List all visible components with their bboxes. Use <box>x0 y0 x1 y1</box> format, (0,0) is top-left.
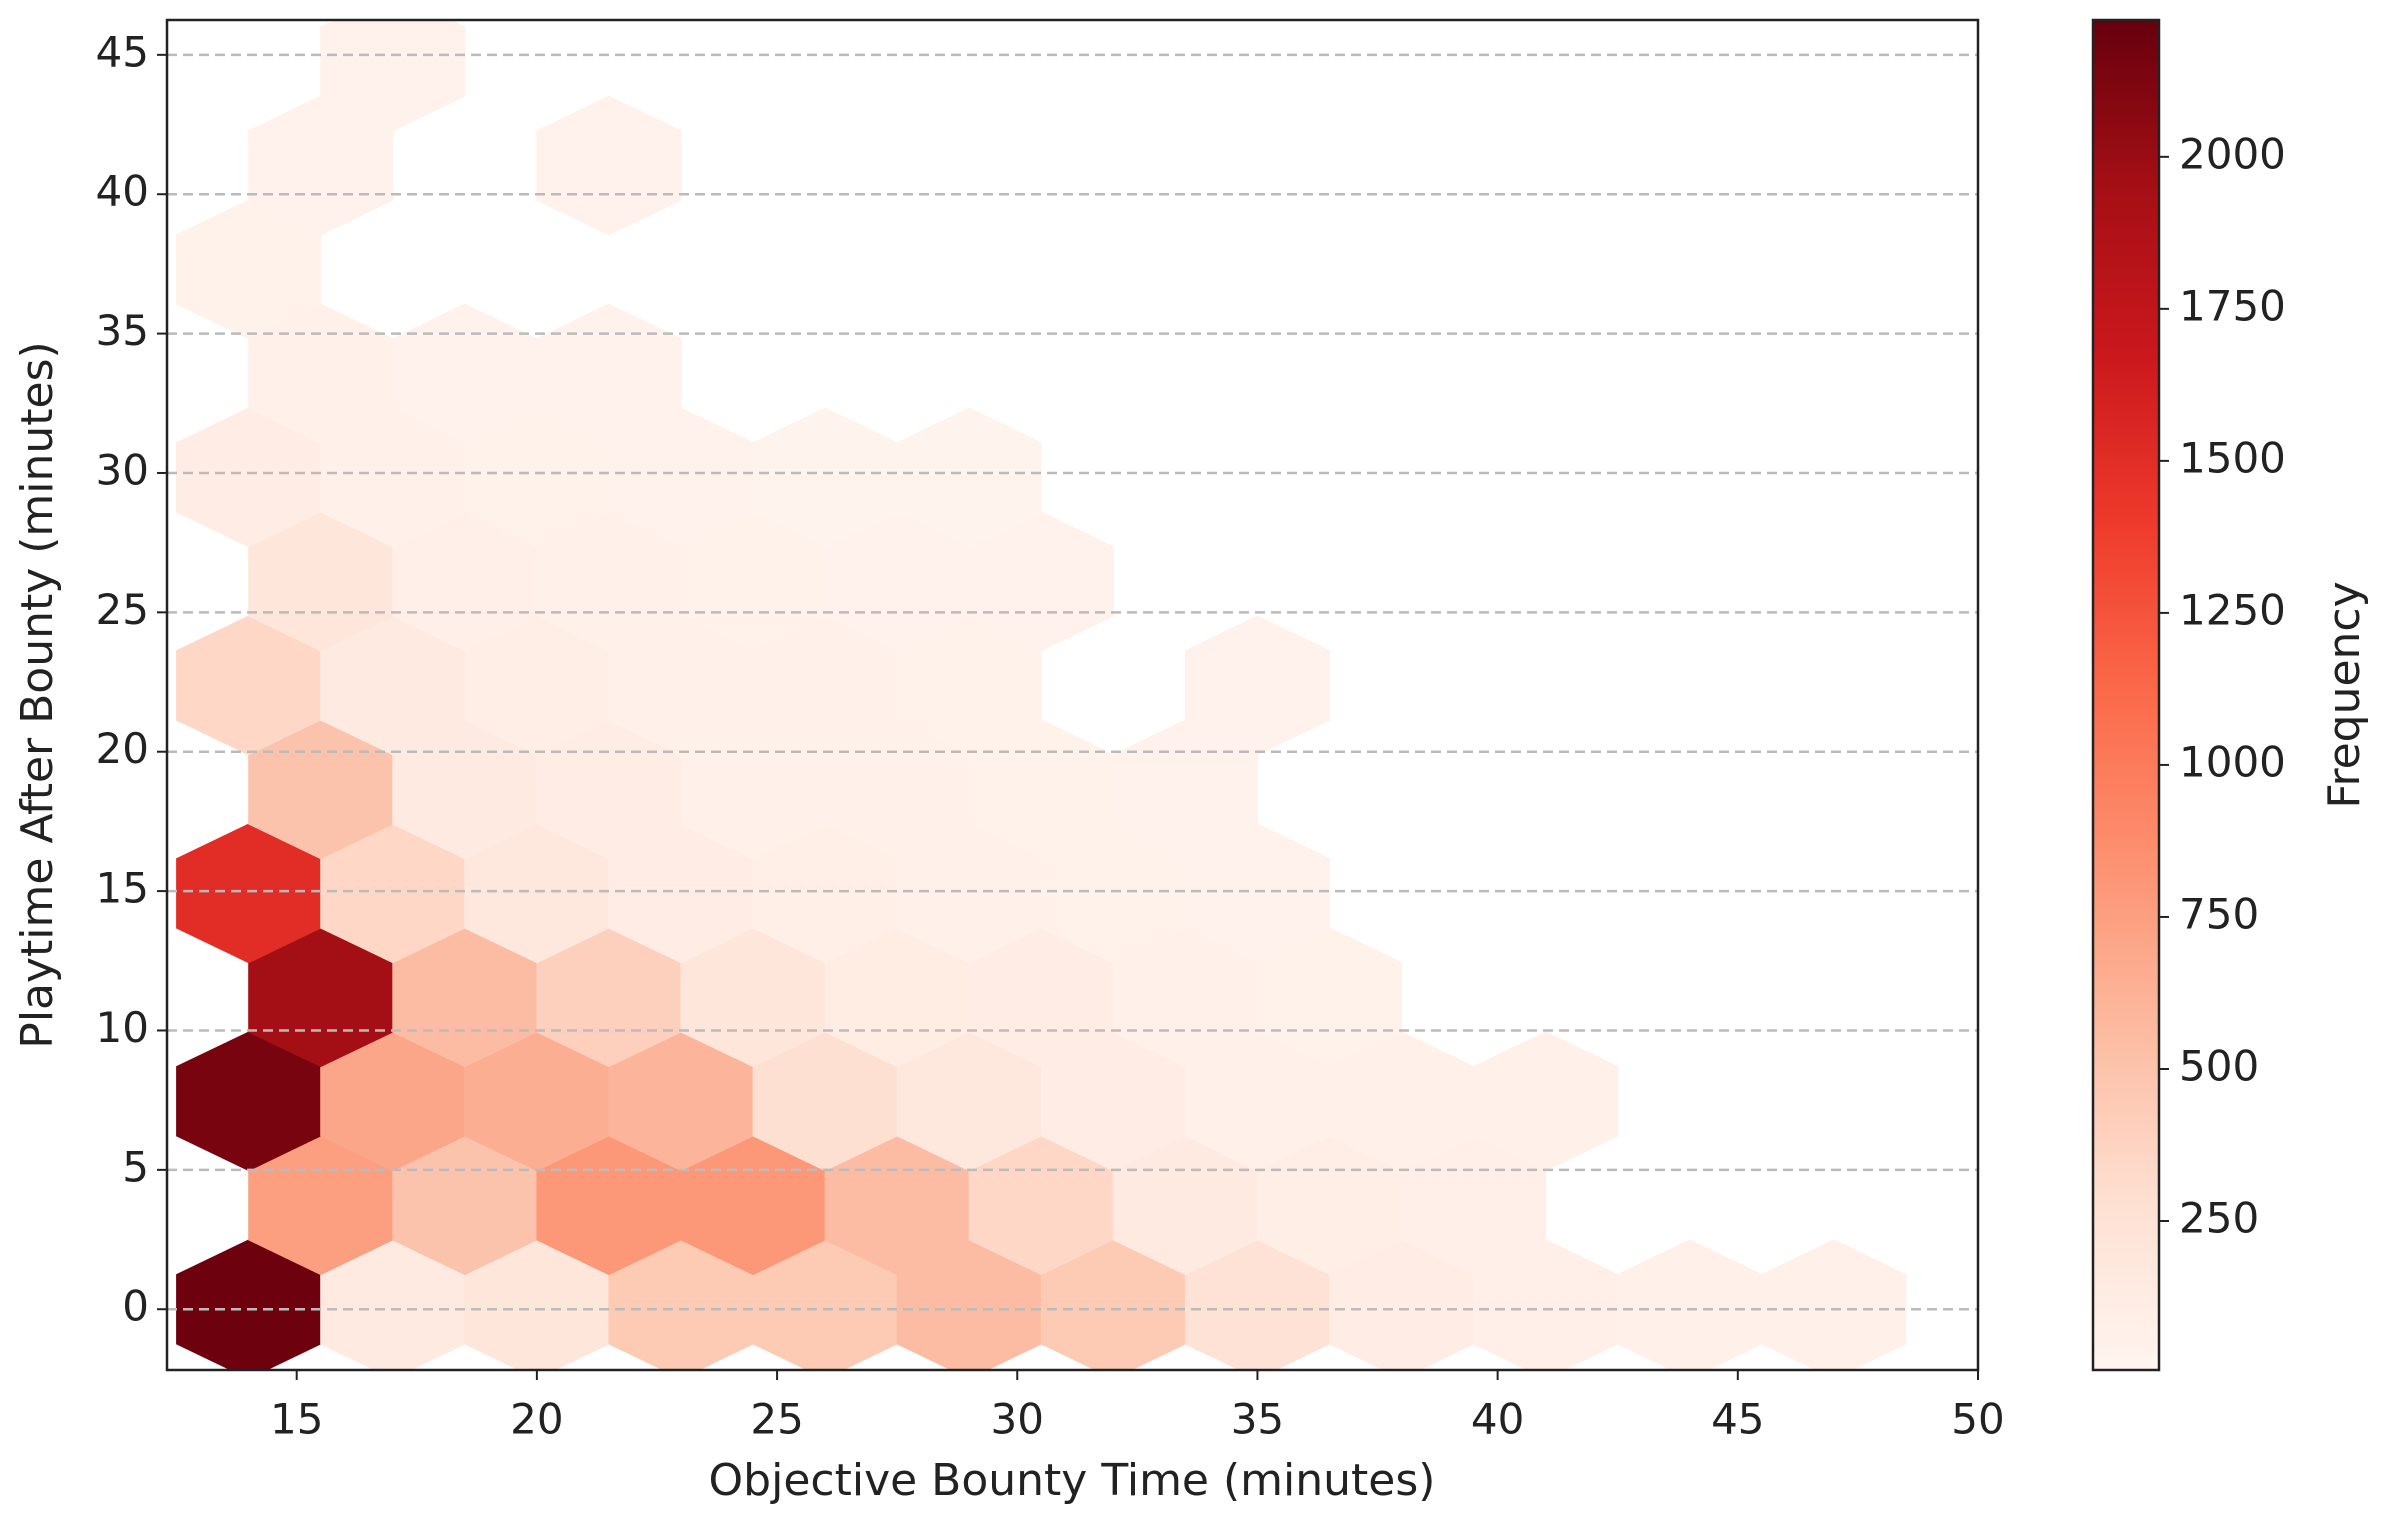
y-tick-label: 40 <box>96 167 149 216</box>
colorbar-tick-label: 1000 <box>2179 737 2286 786</box>
x-tick-label: 45 <box>1711 1395 1764 1444</box>
y-tick-label: 20 <box>96 724 149 773</box>
x-tick-label: 40 <box>1471 1395 1524 1444</box>
y-tick-label: 25 <box>96 585 149 634</box>
y-tick-label: 10 <box>96 1003 149 1052</box>
y-tick-label: 5 <box>122 1142 149 1191</box>
x-tick-label: 35 <box>1231 1395 1284 1444</box>
hex-bin <box>896 407 1042 548</box>
y-tick-label: 35 <box>96 306 149 355</box>
hex-bin <box>536 303 682 444</box>
y-tick-label: 30 <box>96 445 149 494</box>
colorbar-tick-label: 2000 <box>2179 129 2286 178</box>
x-tick-label: 20 <box>510 1395 563 1444</box>
colorbar-tick-label: 1250 <box>2179 585 2286 634</box>
x-tick-label: 30 <box>991 1395 1044 1444</box>
x-tick-label: 25 <box>750 1395 803 1444</box>
hex-layer <box>176 20 1907 1370</box>
y-axis-label: Playtime After Bounty (minutes) <box>12 341 63 1048</box>
colorbar-tick-label: 750 <box>2179 889 2259 938</box>
colorbar-label: Frequency <box>2319 581 2370 808</box>
x-tick-label: 50 <box>1951 1395 2004 1444</box>
hex-bin <box>1184 615 1330 756</box>
y-tick-label: 0 <box>122 1282 149 1331</box>
colorbar <box>2091 18 2161 1372</box>
y-tick-label: 15 <box>96 864 149 913</box>
x-axis-label: Objective Bounty Time (minutes) <box>709 1455 1436 1506</box>
y-tick-label: 45 <box>96 27 149 76</box>
hex-bin <box>320 20 466 132</box>
colorbar-tick-label: 1500 <box>2179 433 2286 482</box>
colorbar-tick-label: 500 <box>2179 1041 2259 1090</box>
hex-bin <box>1761 1239 1907 1370</box>
hex-bin <box>536 95 682 236</box>
x-tick-label: 15 <box>270 1395 323 1444</box>
plot-frame <box>165 18 1980 1372</box>
colorbar-tick-label: 250 <box>2179 1194 2259 1243</box>
colorbar-tick-label: 1750 <box>2179 281 2286 330</box>
